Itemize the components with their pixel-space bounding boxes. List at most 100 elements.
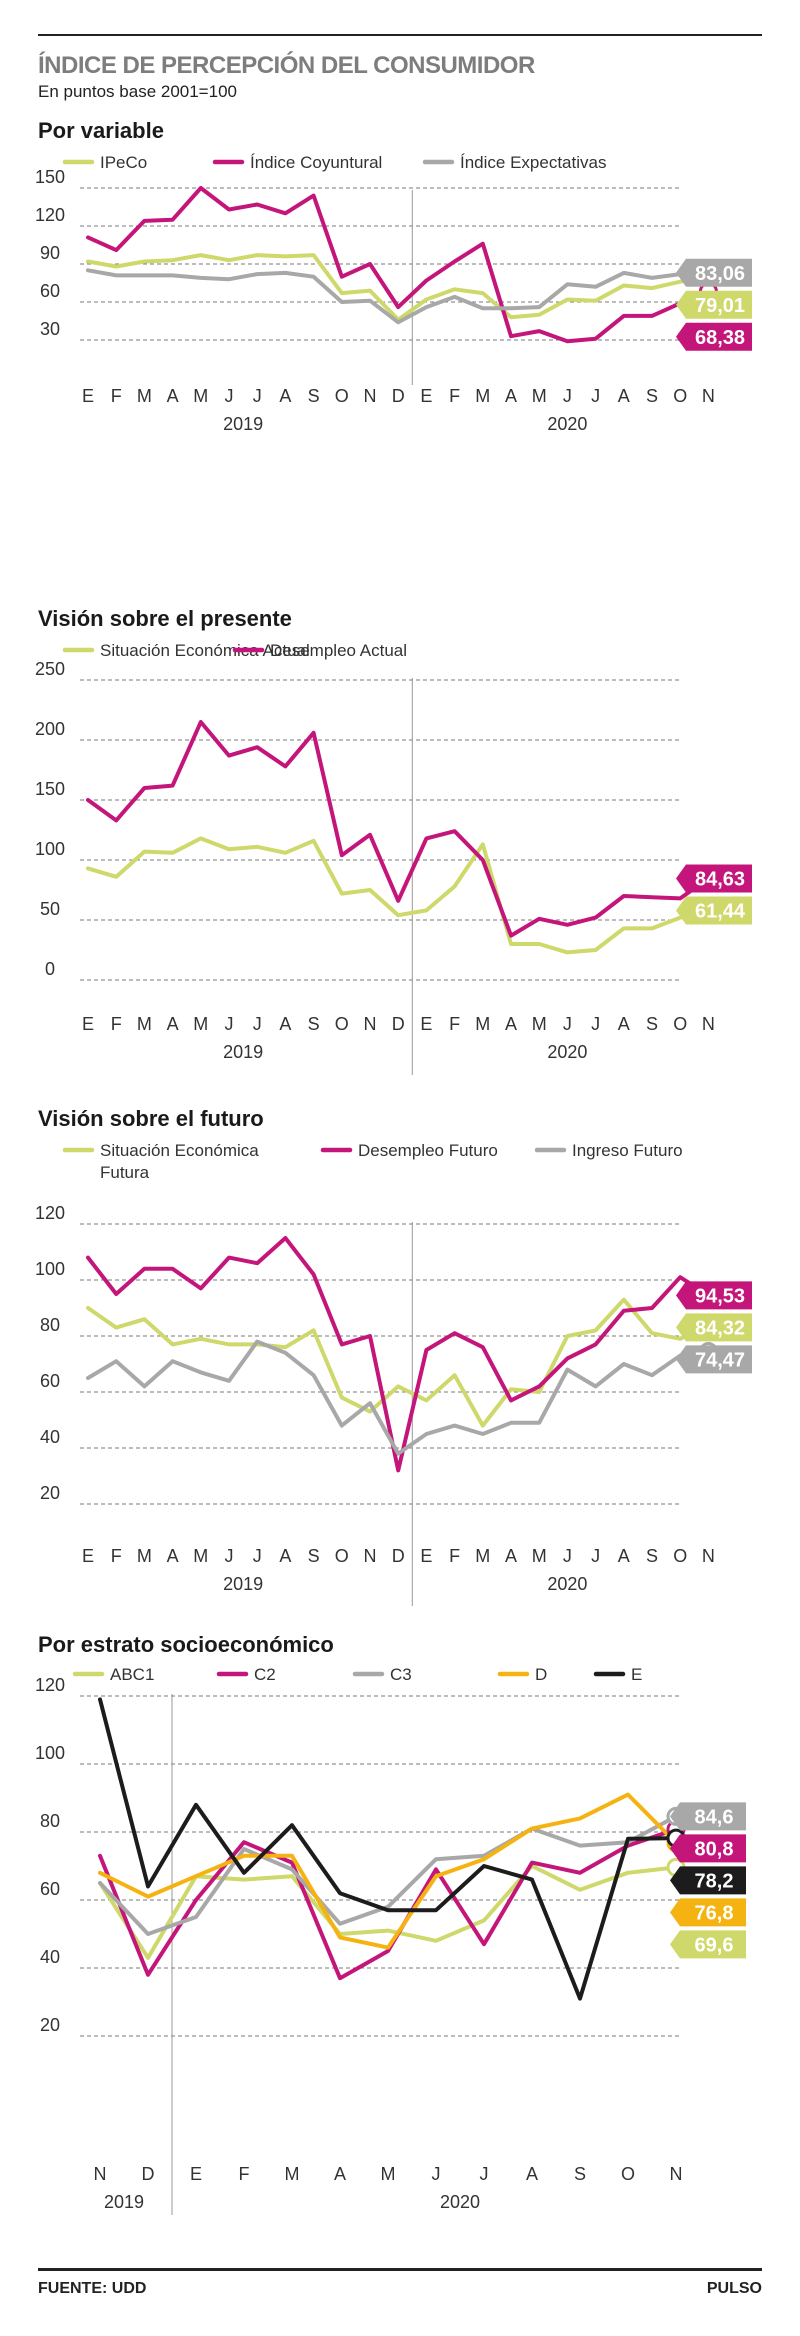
end-value-label: 84,6 (695, 1806, 734, 1828)
x-tick-label: S (646, 1546, 658, 1566)
x-tick-label: J (253, 1014, 262, 1034)
x-tick-label: E (190, 2164, 202, 2184)
series-line (86, 1236, 711, 1473)
chart-vision-futuro: Visión sobre el futuro Situación Económic… (35, 1106, 752, 1606)
x-tick-label: O (673, 1014, 687, 1034)
legend-label: E (631, 1665, 642, 1684)
x-tick-label: A (618, 386, 630, 406)
x-tick-label: S (646, 1014, 658, 1034)
x-tick-label: A (505, 386, 517, 406)
end-value-label: 61,44 (695, 900, 746, 922)
legend-label: C3 (390, 1665, 412, 1684)
x-tick-label: J (225, 1014, 234, 1034)
year-label: 2019 (223, 1042, 263, 1062)
x-tick-label: J (225, 386, 234, 406)
chart-por-estrato: Por estrato socioeconómico ABC1 C2 C3 D E 20 40… (35, 1632, 746, 2215)
x-tick-label: N (702, 1014, 715, 1034)
y-tick-label: 40 (40, 1427, 60, 1447)
x-tick-label: E (420, 1546, 432, 1566)
x-tick-label: N (364, 1546, 377, 1566)
x-tick-label: N (670, 2164, 683, 2184)
series-line (86, 1339, 711, 1456)
x-tick-label: M (532, 1546, 547, 1566)
chart-vision-presente: Visión sobre el presente Situación Económ… (35, 606, 752, 1075)
x-tick-label: A (279, 1014, 291, 1034)
x-tick-label: S (574, 2164, 586, 2184)
x-tick-label: O (673, 1546, 687, 1566)
x-tick-label: F (239, 2164, 250, 2184)
x-tick-label: O (673, 386, 687, 406)
series-line (86, 836, 711, 955)
x-tick-label: F (449, 1014, 460, 1034)
end-value-label: 94,53 (695, 1285, 745, 1307)
page-subtitle: En puntos base 2001=100 (38, 82, 237, 101)
x-tick-label: J (591, 1546, 600, 1566)
section-title: Por estrato socioeconómico (38, 1632, 334, 1657)
y-tick-label: 20 (40, 1483, 60, 1503)
y-tick-label: 250 (35, 659, 65, 679)
y-tick-label: 100 (35, 1743, 65, 1763)
end-value-pill (676, 864, 752, 893)
end-value-pill (670, 1866, 746, 1895)
x-tick-label: N (702, 1546, 715, 1566)
end-value-label: 76,8 (695, 1902, 734, 1924)
x-tick-label: N (94, 2164, 107, 2184)
x-tick-label: F (449, 386, 460, 406)
section-title: Visión sobre el presente (38, 606, 292, 631)
x-tick-label: O (335, 386, 349, 406)
x-tick-label: O (335, 1014, 349, 1034)
x-tick-label: J (480, 2164, 489, 2184)
y-tick-label: 0 (45, 959, 55, 979)
x-tick-label: S (646, 386, 658, 406)
legend-label: D (535, 1665, 547, 1684)
x-tick-label: O (335, 1546, 349, 1566)
end-value-label: 79,01 (695, 295, 745, 317)
series-line (86, 1297, 711, 1428)
end-value-pill (670, 1898, 746, 1927)
y-tick-label: 90 (40, 243, 60, 263)
x-tick-label: S (308, 1014, 320, 1034)
end-value-pill (670, 1930, 746, 1959)
x-tick-label: M (475, 1546, 490, 1566)
legend-label: Futura (100, 1163, 150, 1182)
x-tick-label: F (111, 1546, 122, 1566)
legend-label: Índice Expectativas (460, 153, 606, 172)
x-tick-label: M (137, 386, 152, 406)
y-tick-label: 60 (40, 1371, 60, 1391)
y-tick-label: 80 (40, 1811, 60, 1831)
y-tick-label: 40 (40, 1947, 60, 1967)
end-value-label: 68,38 (695, 327, 745, 349)
x-tick-label: J (591, 1014, 600, 1034)
legend-label: Situación Económica (100, 1141, 259, 1160)
year-label: 2019 (223, 1574, 263, 1594)
y-tick-label: 100 (35, 839, 65, 859)
x-tick-label: J (591, 386, 600, 406)
end-value-pill (676, 1281, 752, 1310)
brand-logo: PULSO (706, 2280, 762, 2297)
x-tick-label: M (381, 2164, 396, 2184)
x-tick-label: A (279, 1546, 291, 1566)
end-value-pill (676, 322, 752, 351)
year-label: 2020 (440, 2192, 480, 2212)
legend-label: Índice Coyuntural (250, 153, 382, 172)
x-tick-label: A (526, 2164, 538, 2184)
y-tick-label: 20 (40, 2015, 60, 2035)
end-value-label: 74,47 (695, 1349, 745, 1371)
chart-por-variable: Por variable IPeCo Índice Coyuntural Índice… (35, 118, 752, 434)
x-tick-label: F (449, 1546, 460, 1566)
x-tick-label: A (167, 386, 179, 406)
x-tick-label: J (563, 1546, 572, 1566)
x-tick-label: J (432, 2164, 441, 2184)
x-tick-label: A (167, 1014, 179, 1034)
x-tick-label: O (621, 2164, 635, 2184)
end-value-label: 69,6 (695, 1934, 734, 1956)
end-value-label: 80,8 (695, 1838, 734, 1860)
legend-label: Situación Económica Actual (100, 641, 310, 660)
legend-label: Desempleo Futuro (358, 1141, 498, 1160)
series-line (86, 186, 711, 344)
x-tick-label: A (279, 386, 291, 406)
year-label: 2020 (547, 1574, 587, 1594)
series-line (86, 720, 711, 938)
page-title: ÍNDICE DE PERCEPCIÓN DEL CONSUMIDOR (38, 52, 535, 79)
end-value-pill (676, 896, 752, 925)
